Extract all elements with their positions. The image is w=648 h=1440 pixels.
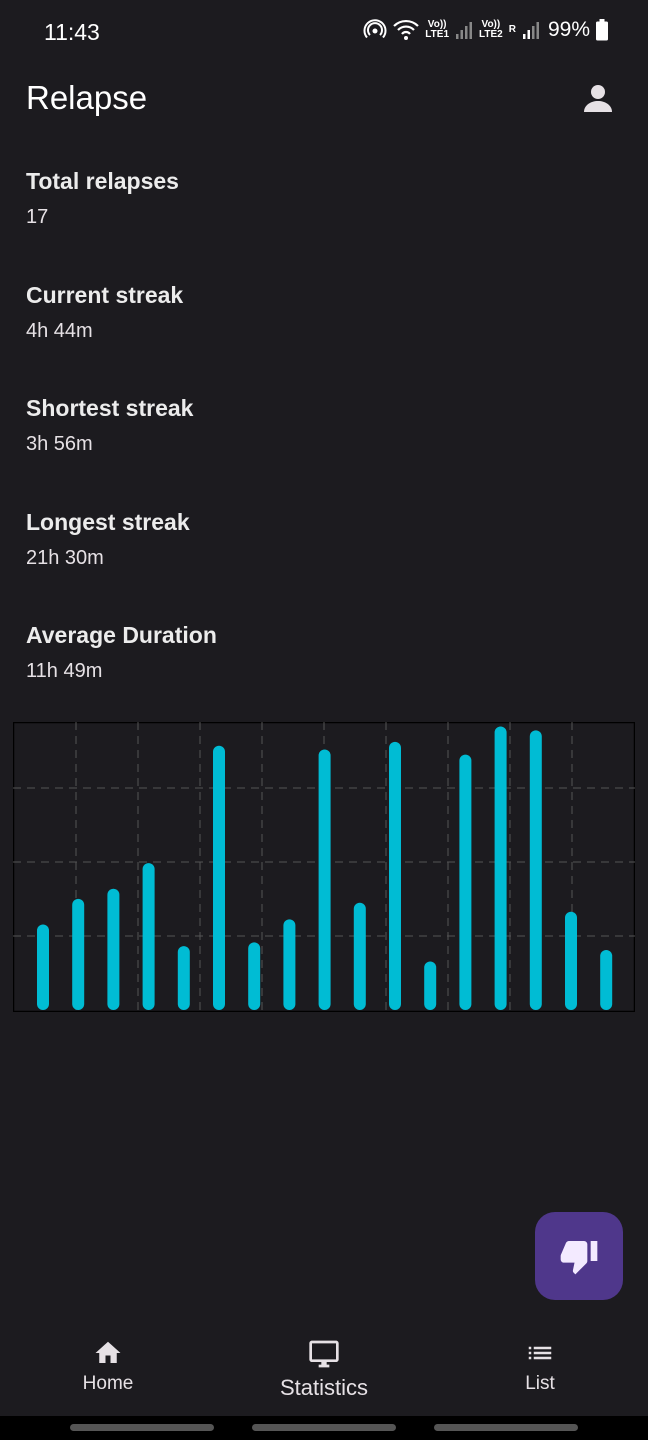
stat-value: 11h 49m	[26, 660, 103, 682]
roaming-indicator: R	[508, 24, 516, 35]
stat-label: Shortest streak	[26, 395, 194, 421]
signal-sim1-icon	[455, 20, 473, 40]
nav-home-label: Home	[82, 1373, 134, 1394]
stat-longest-streak: Longest streak 21h 30m	[26, 509, 190, 570]
chart-bar[interactable]	[213, 745, 225, 1010]
chart-bar[interactable]	[389, 741, 401, 1010]
chart-svg	[12, 721, 636, 1013]
status-time: 11:43	[44, 19, 100, 45]
chart-bar[interactable]	[318, 749, 331, 1010]
chart-bar[interactable]	[565, 911, 577, 1010]
sim1-label: Vo)) LTE1	[425, 20, 449, 40]
relapse-chart	[12, 721, 636, 1013]
stat-label: Longest streak	[26, 509, 190, 535]
stat-label: Average Duration	[26, 622, 217, 648]
home-icon	[95, 1341, 121, 1363]
chart-bar[interactable]	[494, 726, 507, 1010]
nav-list-label: List	[525, 1373, 555, 1394]
nav-pill	[70, 1424, 214, 1431]
status-bar: 11:43 Vo)) LTE1 Vo)) LTE2 R 99%	[0, 0, 648, 64]
hotspot-icon	[363, 18, 387, 42]
stat-shortest-streak: Shortest streak 3h 56m	[26, 395, 193, 456]
chart-bar[interactable]	[72, 898, 85, 1010]
stat-current-streak: Current streak 4h 44m	[26, 282, 183, 343]
monitor-icon	[309, 1340, 339, 1368]
stat-total-relapses: Total relapses 17	[26, 168, 179, 229]
chart-bar[interactable]	[459, 754, 472, 1010]
nav-pill	[434, 1424, 578, 1431]
chart-bar[interactable]	[107, 888, 120, 1010]
sim2-volte-text: Vo))	[481, 19, 501, 30]
bottom-navigation: Home Statistics List	[0, 1320, 648, 1420]
chart-bar[interactable]	[142, 863, 155, 1010]
sim2-label: Vo)) LTE2	[479, 20, 503, 40]
stat-value: 21h 30m	[26, 547, 104, 569]
signal-sim2-icon	[522, 20, 540, 40]
stat-value: 3h 56m	[26, 433, 93, 455]
status-icons: Vo)) LTE1 Vo)) LTE2 R 99%	[363, 18, 608, 42]
add-relapse-button[interactable]	[535, 1212, 623, 1300]
account-icon	[584, 85, 612, 112]
sim1-volte-text: Vo))	[427, 19, 447, 30]
sim1-lte-text: LTE1	[425, 29, 450, 40]
nav-list[interactable]: List	[432, 1338, 648, 1395]
stat-value: 4h 44m	[26, 320, 93, 342]
thumb-down-icon	[560, 1241, 598, 1275]
chart-bar[interactable]	[177, 946, 190, 1010]
chart-bar[interactable]	[37, 924, 49, 1010]
wifi-icon	[393, 18, 420, 42]
chart-bar[interactable]	[600, 949, 613, 1010]
chart-bar[interactable]	[248, 942, 261, 1010]
chart-bar[interactable]	[424, 961, 437, 1010]
battery-percent: 99%	[547, 18, 590, 41]
chart-bar[interactable]	[283, 919, 296, 1010]
stat-average-duration: Average Duration 11h 49m	[26, 622, 217, 683]
nav-pill	[252, 1424, 396, 1431]
page-title: Relapse	[26, 79, 148, 116]
chart-bar[interactable]	[353, 902, 366, 1010]
nav-statistics[interactable]: Statistics	[216, 1338, 432, 1401]
app-bar: Relapse	[0, 64, 648, 134]
stat-label: Total relapses	[26, 168, 179, 194]
stat-value: 17	[26, 206, 49, 228]
list-icon	[528, 1346, 552, 1360]
sim2-lte-text: LTE2	[479, 29, 503, 40]
chart-bar[interactable]	[529, 730, 542, 1010]
system-navigation-bar	[0, 1416, 648, 1440]
account-button[interactable]	[582, 82, 614, 114]
nav-home[interactable]: Home	[0, 1338, 216, 1395]
battery-icon	[596, 19, 608, 41]
stat-label: Current streak	[26, 282, 184, 308]
nav-statistics-label: Statistics	[279, 1375, 369, 1400]
